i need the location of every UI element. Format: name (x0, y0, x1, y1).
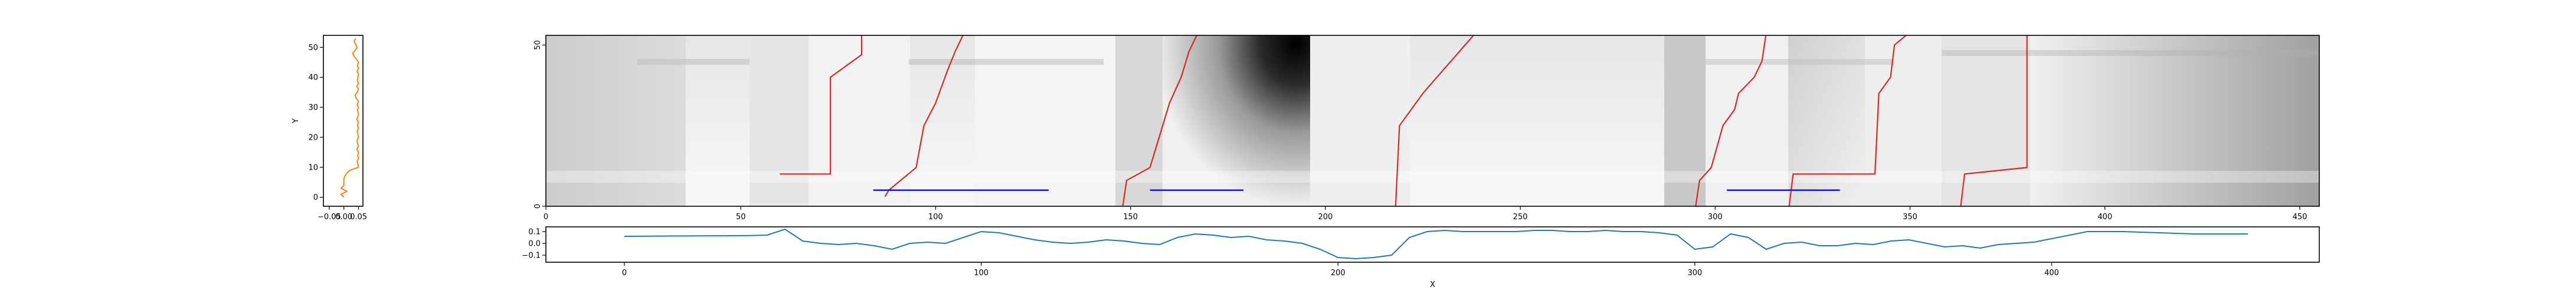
side-ytick-label: 20 (308, 133, 318, 142)
side-ylabel: Y (292, 118, 300, 124)
bottom-frame (545, 226, 2320, 263)
warp-path-line (1395, 35, 1474, 207)
heat-band (546, 171, 2319, 183)
bottom-panel: 0 100 200 300 400 −0.1 0.0 0.1 X (522, 226, 2320, 290)
heat-region (2030, 35, 2319, 206)
heatmap-overlay (780, 35, 2028, 207)
heat-xtick-label: 100 (928, 213, 943, 222)
heat-ytick-label: 50 (533, 40, 542, 50)
heatmap-frame (545, 35, 2320, 207)
heat-region (1310, 35, 1410, 206)
heat-xtick-label: 350 (1903, 213, 1917, 222)
bottom-xtick-label: 400 (2044, 269, 2059, 278)
warp-path-line (884, 35, 964, 197)
warp-path-line (1960, 35, 2028, 207)
heat-band (1942, 50, 2319, 56)
heatmap-image (546, 35, 2319, 206)
heat-band (637, 59, 749, 65)
side-ytick-label: 40 (308, 74, 318, 82)
heat-region (1942, 35, 2030, 206)
heatmap-axes: 0 50 100 150 200 250 300 350 400 450 0 50 (533, 40, 2307, 222)
heat-xtick-label: 150 (1123, 213, 1138, 222)
side-ytick-label: 50 (308, 44, 318, 52)
side-xtick-label: −0.05 (318, 213, 341, 222)
heat-band (909, 59, 1104, 65)
heat-region (809, 35, 910, 206)
side-ytick-label: 30 (308, 104, 318, 113)
heat-region (1410, 35, 1664, 206)
heat-region (749, 35, 809, 206)
warp-path-line (780, 35, 863, 175)
bottom-xlabel: X (1430, 280, 1435, 289)
heat-region (1664, 35, 1706, 206)
side-axes: 0 10 20 30 40 50 −0.050.000.05 Y (292, 44, 367, 222)
side-plot-area (340, 38, 359, 198)
bottom-xtick-label: 0 (622, 269, 627, 278)
bottom-plot-area (624, 228, 2248, 260)
heat-xtick-label: 400 (2097, 213, 2112, 222)
side-ytick-label: 10 (308, 163, 318, 172)
heat-ytick-label: 0 (533, 204, 542, 209)
bottom-xtick-label: 100 (974, 269, 988, 278)
heat-region (1163, 35, 1310, 206)
heat-band (1706, 59, 1894, 65)
heatmap-panel: 0 50 100 150 200 250 300 350 400 450 0 50 (533, 35, 2320, 222)
bottom-series-line (624, 228, 2248, 260)
warp-path-line (1695, 35, 1767, 207)
heat-xtick-label: 200 (1318, 213, 1333, 222)
side-series-line (340, 38, 359, 198)
bottom-xtick-label: 300 (1687, 269, 1702, 278)
warp-path-line (1122, 35, 1197, 207)
bottom-ytick-label: 0.0 (528, 240, 541, 249)
heat-xtick-label: 0 (544, 213, 548, 222)
heat-xtick-label: 450 (2293, 213, 2307, 222)
heat-xtick-label: 250 (1513, 213, 1528, 222)
heat-xtick-label: 300 (1708, 213, 1723, 222)
side-frame (323, 35, 364, 207)
side-xtick-label: 0.00 (335, 213, 352, 222)
bottom-ytick-label: 0.1 (528, 228, 541, 237)
side-xtick-label: 0.05 (350, 213, 367, 222)
heat-region (1115, 35, 1163, 206)
side-panel: 0 10 20 30 40 50 −0.050.000.05 Y (292, 35, 367, 222)
heat-xtick-label: 50 (736, 213, 746, 222)
bottom-ytick-label: −0.1 (522, 252, 541, 260)
bottom-xtick-label: 200 (1331, 269, 1346, 278)
side-ytick-label: 0 (313, 193, 318, 202)
warp-path-line (1788, 35, 1907, 207)
bottom-axes: 0 100 200 300 400 −0.1 0.0 0.1 X (522, 228, 2059, 290)
